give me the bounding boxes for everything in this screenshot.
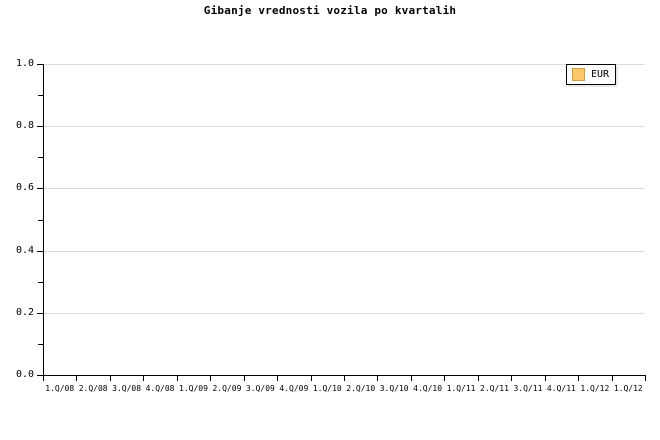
x-axis-tick bbox=[210, 376, 211, 381]
x-axis-tick bbox=[311, 376, 312, 381]
gridline bbox=[43, 64, 645, 65]
x-axis-tick bbox=[43, 376, 44, 381]
gridline bbox=[43, 126, 645, 128]
x-axis-label: 4.Q/09 bbox=[279, 384, 309, 393]
x-axis-label: 3.Q/10 bbox=[379, 384, 409, 393]
x-axis-label: 2.Q/08 bbox=[78, 384, 108, 393]
x-axis-tick bbox=[177, 376, 178, 381]
x-axis-label: 2.Q/10 bbox=[346, 384, 376, 393]
x-axis-label: 1.Q/12 bbox=[613, 384, 643, 393]
y-axis-minor-tick bbox=[38, 343, 43, 345]
x-axis-label: 4.Q/11 bbox=[546, 384, 576, 393]
x-axis-tick bbox=[377, 376, 378, 381]
y-axis-tick bbox=[37, 188, 43, 190]
y-axis-tick bbox=[37, 250, 43, 252]
y-axis-label: 0.6 bbox=[15, 182, 34, 194]
y-axis-label: 0.8 bbox=[15, 120, 34, 132]
y-axis-label: 1.0 bbox=[15, 58, 34, 69]
x-axis-tick bbox=[612, 376, 613, 381]
legend-swatch-eur bbox=[572, 68, 585, 81]
x-axis-tick bbox=[645, 376, 646, 381]
x-axis-tick bbox=[110, 376, 111, 381]
x-axis-tick bbox=[244, 376, 245, 381]
plot-area bbox=[43, 64, 645, 375]
x-axis-tick bbox=[411, 376, 412, 381]
x-axis-line bbox=[43, 375, 646, 376]
x-axis-tick bbox=[578, 376, 579, 381]
x-axis-label: 1.Q/12 bbox=[580, 384, 610, 393]
gridline bbox=[43, 188, 645, 190]
x-axis-tick bbox=[76, 376, 77, 381]
x-axis-label: 3.Q/08 bbox=[112, 384, 142, 393]
x-axis-tick bbox=[344, 376, 345, 381]
y-axis-tick bbox=[37, 126, 43, 128]
y-axis-line bbox=[43, 64, 44, 376]
x-axis-tick bbox=[444, 376, 445, 381]
x-axis-label: 1.Q/08 bbox=[45, 384, 75, 393]
y-axis-label: 0.0 bbox=[15, 369, 34, 380]
legend-label-eur: EUR bbox=[591, 69, 610, 80]
x-axis-tick bbox=[545, 376, 546, 381]
x-axis-tick bbox=[277, 376, 278, 381]
gridline bbox=[43, 312, 645, 314]
chart-title: Gibanje vrednosti vozila po kvartalih bbox=[203, 4, 457, 17]
x-axis-label: 2.Q/11 bbox=[480, 384, 509, 393]
y-axis-minor-tick bbox=[38, 281, 43, 283]
y-axis-minor-tick bbox=[38, 157, 43, 159]
x-axis-tick bbox=[511, 376, 512, 381]
x-axis-tick bbox=[143, 376, 144, 381]
chart-legend: EUR bbox=[566, 64, 617, 85]
gridline bbox=[43, 250, 645, 252]
x-axis-tick bbox=[478, 376, 479, 381]
y-axis-tick bbox=[37, 312, 43, 314]
y-axis-tick bbox=[37, 64, 43, 65]
y-axis-minor-tick bbox=[38, 219, 43, 221]
y-axis-tick bbox=[37, 375, 43, 376]
x-axis-label: 1.Q/09 bbox=[179, 384, 208, 393]
x-axis-label: 2.Q/09 bbox=[212, 384, 242, 393]
y-axis-label: 0.2 bbox=[15, 306, 34, 318]
y-axis-label: 0.4 bbox=[15, 244, 34, 256]
x-axis-label: 4.Q/10 bbox=[413, 384, 443, 393]
x-axis-label: 1.Q/11 bbox=[446, 384, 476, 393]
x-axis-label: 1.Q/10 bbox=[312, 384, 342, 393]
x-axis-label: 4.Q/08 bbox=[145, 384, 175, 393]
y-axis-minor-tick bbox=[38, 95, 43, 97]
x-axis-label: 3.Q/11 bbox=[513, 384, 543, 393]
x-axis-label: 3.Q/09 bbox=[245, 384, 275, 393]
